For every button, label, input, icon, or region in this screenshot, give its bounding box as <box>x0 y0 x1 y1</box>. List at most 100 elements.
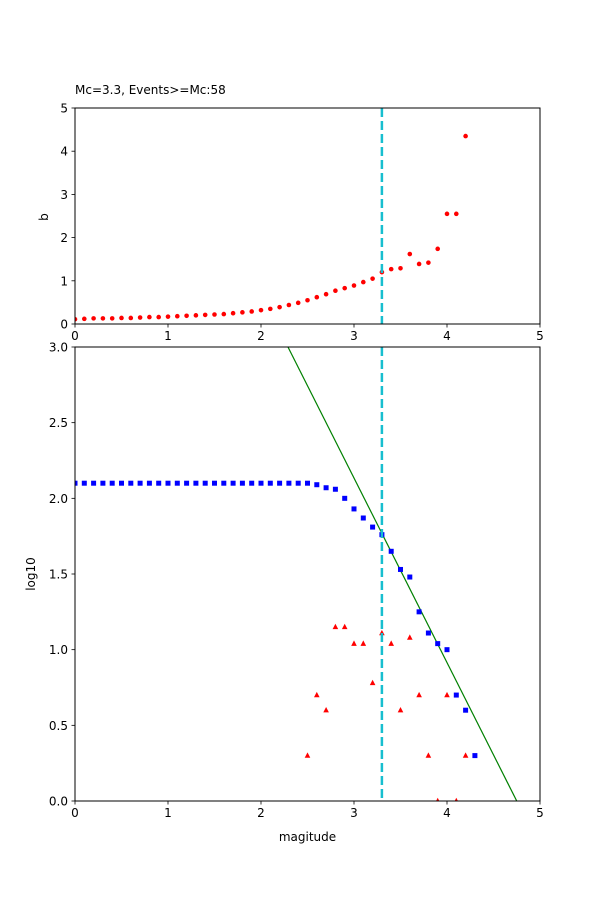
cumulative-count-point <box>453 692 459 698</box>
cumulative-count-point <box>91 480 97 486</box>
cumulative-count-point <box>221 480 227 486</box>
cumulative-count-point <box>314 482 320 488</box>
bottom-x-tick-label: 1 <box>164 806 172 820</box>
b-value-point <box>147 314 152 320</box>
cumulative-count-point <box>332 486 338 492</box>
b-value-point <box>277 304 282 310</box>
cumulative-count-point <box>370 524 376 530</box>
b-value-point <box>249 309 254 314</box>
cumulative-count-point <box>75 480 78 486</box>
cumulative-count-point <box>407 574 413 580</box>
bottom-y-tick-label: 3.0 <box>49 341 68 355</box>
cumulative-count-point <box>239 480 245 486</box>
b-value-point <box>398 265 403 271</box>
b-value-point <box>295 300 301 306</box>
b-value-point <box>361 279 366 285</box>
bottom-y-axis-label: log10 <box>24 557 38 591</box>
cumulative-count-point <box>230 480 236 486</box>
noncumulative-count-point <box>397 707 404 713</box>
cumulative-count-point <box>212 480 217 486</box>
bottom-x-axis-label: magitude <box>279 830 336 844</box>
b-value-point <box>388 266 394 272</box>
b-value-point <box>435 246 441 252</box>
cumulative-count-point <box>463 707 469 713</box>
top-data-layer <box>75 108 468 324</box>
cumulative-count-point <box>81 480 87 486</box>
b-value-point <box>119 315 124 321</box>
b-value-point <box>351 283 357 288</box>
cumulative-count-point <box>295 480 301 486</box>
b-value-point <box>175 313 180 319</box>
b-value-point <box>221 311 227 317</box>
b-value-point <box>305 297 310 303</box>
b-value-point <box>416 261 422 267</box>
b-value-point <box>258 307 264 313</box>
top-x-tick-label: 0 <box>71 329 79 343</box>
cumulative-count-point <box>119 480 124 486</box>
b-value-point <box>314 294 320 300</box>
b-value-point <box>193 313 199 318</box>
cumulative-count-point <box>416 609 422 615</box>
bottom-y-tick-label: 0.0 <box>49 795 68 809</box>
cumulative-count-point <box>249 480 255 486</box>
top-chart-title: Mc=3.3, Events>=Mc:58 <box>75 83 226 97</box>
noncumulative-count-point <box>360 640 367 646</box>
cumulative-count-point <box>146 480 152 486</box>
bottom-axes-frame <box>74 346 541 802</box>
noncumulative-count-point <box>444 691 450 698</box>
b-value-point <box>426 260 431 265</box>
b-value-point <box>184 313 189 319</box>
top-y-tick-label: 0 <box>60 318 68 332</box>
gutenberg-richter-panel: magitude log10 0 1 2 3 4 5 0.0 0.5 1.0 1.5 2.0 2.5 3… <box>24 341 544 845</box>
cumulative-count-point <box>100 480 106 486</box>
cumulative-count-point <box>193 480 199 486</box>
b-value-point <box>268 306 273 312</box>
b-value-point <box>230 310 236 316</box>
cumulative-count-point <box>184 480 190 486</box>
noncumulative-count-point <box>304 752 311 758</box>
b-value-point <box>128 315 134 321</box>
cumulative-count-point <box>360 515 366 521</box>
bottom-plot-area: 0 1 2 3 4 5 0.0 0.5 1.0 1.5 2.0 2.5 3.0 <box>49 341 544 821</box>
noncumulative-count-point <box>314 691 320 698</box>
bottom-y-tick-label: 2.5 <box>49 416 68 430</box>
b-value-point <box>370 276 375 281</box>
cumulative-count-point <box>156 480 162 486</box>
top-x-tick-label: 3 <box>350 329 358 343</box>
top-x-tick-label: 2 <box>257 329 265 343</box>
noncumulative-count-point <box>341 623 348 630</box>
b-value-point <box>100 316 106 321</box>
top-y-tick-label: 5 <box>60 102 68 116</box>
noncumulative-count-point <box>436 797 440 801</box>
cumulative-count-point <box>323 485 329 491</box>
cumulative-count-point <box>444 647 450 653</box>
cumulative-count-point <box>174 480 180 486</box>
b-value-point <box>240 310 245 315</box>
top-x-tick-label: 5 <box>536 329 544 343</box>
b-value-point <box>463 133 468 139</box>
noncumulative-count-point <box>407 634 413 640</box>
bottom-x-tick-label: 5 <box>536 806 544 820</box>
noncumulative-count-point <box>379 629 385 636</box>
bottom-y-tick-label: 1.5 <box>49 568 68 582</box>
b-value-point <box>454 211 459 217</box>
b-value-point <box>286 302 292 308</box>
top-y-tick-label: 4 <box>60 145 68 159</box>
cumulative-count-point <box>388 548 394 554</box>
cumulative-count-point <box>425 630 431 636</box>
top-axes-frame <box>74 107 541 325</box>
cumulative-count-point <box>109 480 115 486</box>
b-value-point <box>156 314 161 320</box>
noncumulative-count-point <box>323 707 329 713</box>
cumulative-count-point <box>398 566 403 572</box>
b-value-point <box>444 211 450 217</box>
cumulative-count-point <box>342 495 348 501</box>
cumulative-count-point <box>286 480 292 486</box>
bottom-x-tick-label: 3 <box>350 806 358 820</box>
b-value-point <box>342 285 348 291</box>
b-value-point <box>91 316 96 321</box>
cumulative-count-point <box>305 480 310 486</box>
fit-line <box>287 347 518 801</box>
cumulative-count-point <box>277 480 283 486</box>
